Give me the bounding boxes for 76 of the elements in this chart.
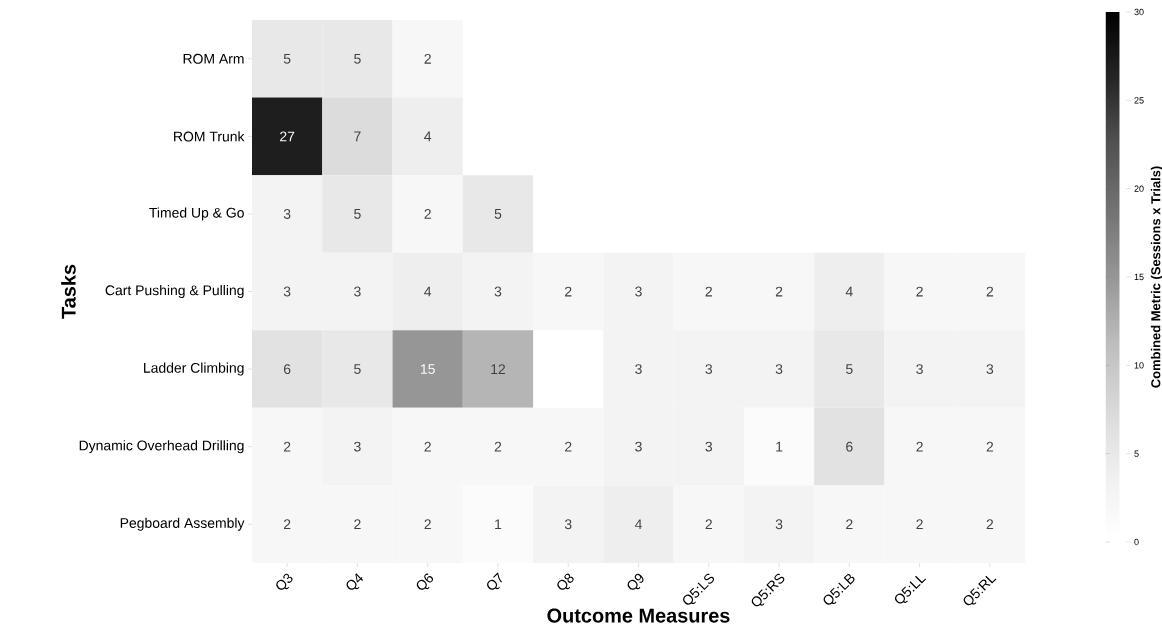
data-label: 7	[354, 131, 361, 142]
x-axis-title: Outcome Measures	[547, 608, 730, 623]
data-label: 3	[705, 441, 713, 452]
data-label: 3	[705, 364, 713, 375]
data-label: 3	[494, 286, 502, 297]
y-tick-label: ROM Trunk	[174, 131, 245, 142]
data-label: 3	[775, 364, 783, 375]
data-label: 3	[916, 364, 923, 375]
data-label: 2	[705, 286, 712, 297]
data-label: 1	[495, 519, 502, 530]
data-label: 4	[634, 519, 642, 530]
data-label: 5	[354, 209, 361, 219]
y-axis-title: Tasks	[61, 264, 76, 319]
data-label: 2	[986, 441, 994, 452]
x-tick-label: Q3	[276, 573, 293, 590]
data-label: 5	[283, 53, 291, 64]
y-tick-label: Cart Pushing & Pulling	[105, 285, 244, 298]
data-label: 2	[705, 519, 712, 530]
data-label: 6	[846, 441, 853, 452]
data-label: 2	[916, 519, 923, 530]
data-label: 2	[775, 286, 783, 297]
data-label: 2	[916, 286, 923, 297]
data-label: 1	[776, 441, 783, 452]
color-bar-label: 25	[1134, 97, 1144, 104]
data-label: 5	[494, 209, 502, 219]
data-label: 2	[494, 441, 502, 452]
y-tick-label: ROM Arm	[183, 53, 244, 64]
data-label: 2	[424, 53, 431, 64]
data-label: 2	[283, 519, 291, 530]
data-label: 5	[846, 364, 853, 374]
data-label: 2	[354, 519, 361, 530]
data-label: 2	[846, 519, 853, 530]
data-label: 2	[916, 441, 923, 452]
color-bar-label: 5	[1134, 450, 1139, 457]
color-bar-label: 15	[1134, 273, 1144, 281]
data-label: 3	[635, 286, 642, 297]
y-tick-label: Ladder Climbing	[144, 362, 244, 376]
data-label: 3	[354, 286, 361, 297]
data-label: 4	[424, 286, 432, 297]
data-label: 4	[845, 286, 853, 297]
data-label: 3	[354, 441, 361, 452]
data-label: 2	[565, 286, 572, 297]
data-label: 3	[635, 364, 642, 375]
color-bar-label: 0	[1134, 538, 1139, 546]
color-bar-label: 30	[1134, 8, 1144, 16]
y-tick-label: Pegboard Assembly	[120, 517, 245, 531]
y-tick-label: Dynamic Overhead Drilling	[79, 440, 244, 454]
data-label: 3	[635, 441, 642, 452]
color-bar-label: 20	[1134, 185, 1144, 192]
data-label: 2	[565, 441, 572, 452]
data-label: 3	[564, 519, 572, 530]
color-bar-title: Combined Metric (Sessions x Trials)	[1150, 166, 1162, 388]
x-tick-label: Q7	[487, 572, 503, 590]
color-bar-label: 10	[1134, 362, 1144, 369]
data-label: 2	[986, 286, 994, 297]
x-tick-label: Q9	[627, 573, 644, 590]
data-label: 2	[424, 519, 431, 530]
data-label: 3	[283, 286, 291, 297]
data-label: 2	[986, 519, 994, 530]
data-label: 15	[420, 364, 435, 374]
data-label: 5	[354, 53, 361, 64]
data-label: 4	[424, 131, 432, 142]
data-label: 6	[283, 364, 291, 375]
data-label: 27	[280, 131, 295, 142]
data-label: 2	[283, 441, 291, 452]
data-label: 2	[424, 209, 431, 219]
data-label: 3	[986, 364, 994, 375]
y-tick-label: Timed Up & Go	[149, 207, 244, 221]
data-label: 2	[424, 441, 431, 452]
data-label: 5	[354, 364, 361, 374]
x-tick-label: Q4	[346, 573, 364, 590]
data-label: 3	[775, 519, 783, 530]
x-tick-label: Q8	[557, 573, 574, 590]
data-label: 12	[491, 364, 506, 374]
x-tick-label: Q6	[416, 573, 434, 590]
data-label: 3	[283, 208, 291, 219]
